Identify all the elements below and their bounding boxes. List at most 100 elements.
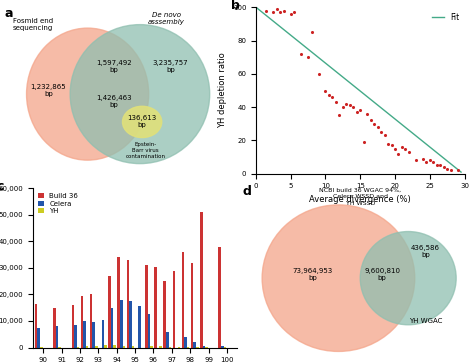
Point	[401, 146, 409, 152]
Point	[291, 9, 298, 15]
Text: De novo
asssembly: De novo asssembly	[148, 12, 184, 25]
Bar	[95, 346, 98, 348]
Bar	[83, 321, 86, 348]
Point	[367, 118, 374, 123]
Legend: Build 36, Celera, YH: Build 36, Celera, YH	[36, 192, 80, 215]
Point	[374, 124, 382, 130]
Bar	[56, 326, 58, 348]
Point	[422, 159, 430, 165]
Point	[356, 108, 364, 113]
Text: 136,613
bp: 136,613 bp	[128, 114, 157, 127]
Bar	[154, 266, 157, 348]
Text: 1,232,865
bp: 1,232,865 bp	[30, 84, 66, 97]
Bar	[101, 320, 104, 348]
Bar	[92, 322, 95, 348]
Point	[454, 168, 461, 173]
Text: Fosmid end
sequencing: Fosmid end sequencing	[13, 18, 53, 31]
Point	[377, 129, 385, 135]
Bar	[200, 212, 203, 348]
Point	[360, 139, 367, 145]
Text: NCBI build 36 WGAC 94%,
Celera WSSD and
YH WSSD: NCBI build 36 WGAC 94%, Celera WSSD and …	[319, 188, 401, 206]
Bar	[108, 276, 111, 348]
Bar	[169, 347, 171, 348]
Text: d: d	[243, 185, 251, 198]
Text: 436,586
bp: 436,586 bp	[411, 245, 440, 258]
Text: Epstein-
Barr virus
contamination: Epstein- Barr virus contamination	[126, 142, 165, 159]
Point	[336, 113, 343, 118]
Point	[426, 157, 434, 163]
Bar	[150, 346, 153, 348]
Point	[384, 141, 392, 147]
Bar	[74, 325, 77, 348]
Bar	[191, 262, 193, 348]
Point	[412, 157, 419, 163]
Point	[332, 99, 340, 105]
Text: c: c	[0, 180, 4, 193]
Text: 9,600,810
bp: 9,600,810 bp	[364, 268, 400, 281]
Point	[322, 88, 329, 93]
Ellipse shape	[360, 232, 456, 325]
Point	[343, 101, 350, 107]
Point	[297, 51, 305, 57]
Point	[328, 94, 336, 100]
Bar	[86, 346, 89, 348]
Bar	[147, 314, 150, 348]
Point	[304, 54, 312, 60]
Text: YH WGAC: YH WGAC	[409, 318, 442, 324]
Point	[364, 111, 371, 117]
Bar	[58, 347, 61, 348]
Point	[398, 144, 406, 150]
Point	[325, 93, 333, 98]
Ellipse shape	[262, 205, 415, 352]
Text: 3,235,757
bp: 3,235,757 bp	[153, 60, 188, 73]
Point	[370, 121, 378, 127]
Bar	[159, 346, 162, 348]
Bar	[173, 270, 175, 348]
Text: 73,964,953
bp: 73,964,953 bp	[292, 268, 332, 281]
Bar	[184, 337, 187, 348]
Bar	[203, 346, 205, 348]
Bar	[37, 328, 40, 348]
Point	[381, 132, 388, 138]
Point	[308, 29, 315, 35]
Bar	[219, 247, 221, 348]
Point	[339, 104, 346, 110]
Bar	[77, 347, 79, 348]
Point	[315, 71, 322, 77]
Bar	[221, 346, 224, 348]
Point	[391, 146, 399, 152]
Text: b: b	[231, 0, 240, 12]
Bar	[120, 300, 123, 348]
Bar	[118, 257, 120, 348]
Bar	[193, 342, 196, 348]
Bar	[81, 296, 83, 348]
Ellipse shape	[122, 106, 162, 138]
Bar	[182, 252, 184, 348]
Point	[437, 163, 444, 168]
Text: a: a	[5, 7, 13, 20]
Point	[433, 163, 440, 168]
Bar	[104, 345, 107, 348]
Point	[280, 8, 288, 13]
Point	[273, 6, 281, 12]
Point	[447, 168, 455, 173]
Point	[395, 151, 402, 157]
Point	[388, 143, 395, 148]
Bar	[40, 347, 43, 348]
Point	[349, 104, 357, 110]
Bar	[129, 301, 132, 348]
Point	[270, 9, 277, 15]
Bar	[123, 346, 125, 348]
Bar	[113, 345, 116, 348]
X-axis label: Average divergence (%): Average divergence (%)	[310, 195, 411, 204]
Y-axis label: YH depletion ratio: YH depletion ratio	[218, 52, 227, 129]
Bar	[53, 308, 56, 348]
Legend: Fit: Fit	[431, 11, 461, 23]
Bar	[138, 306, 141, 348]
Ellipse shape	[70, 25, 210, 164]
Bar	[90, 294, 92, 348]
Bar	[178, 347, 180, 348]
Bar	[132, 346, 134, 348]
Point	[419, 156, 427, 162]
Point	[353, 109, 361, 115]
